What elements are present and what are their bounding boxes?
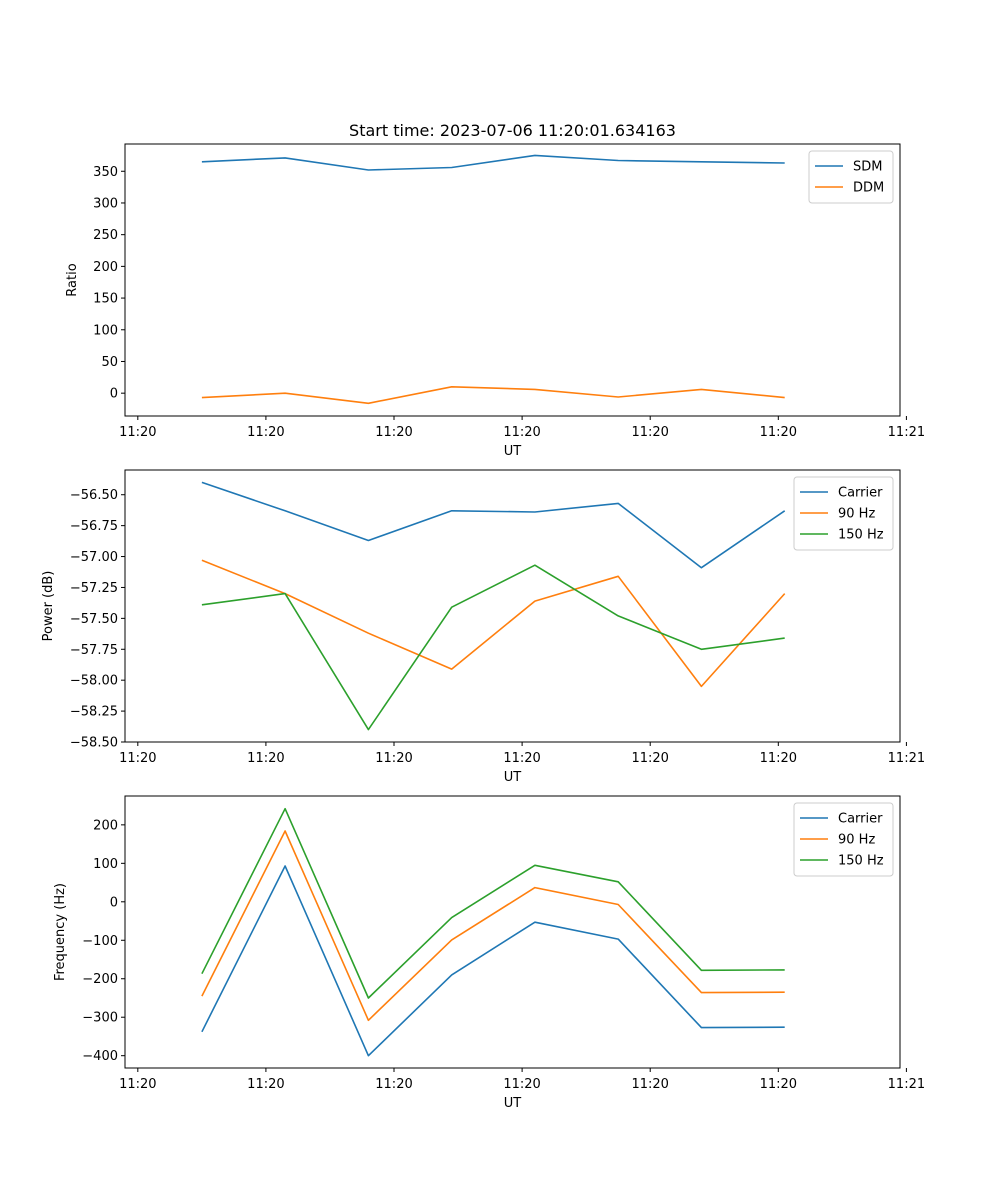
legend-label: DDM	[853, 181, 884, 196]
series-line-carrier	[201, 481, 786, 569]
chart-panel-3: 11:20 11:20 11:20 11:20 11:20 11:20 11:21 −400 −…	[53, 795, 925, 1111]
y-tick-label: 150	[93, 292, 118, 307]
legend-box	[793, 476, 894, 551]
x-tick-label: 11:20	[119, 1077, 156, 1092]
legend-box	[793, 802, 894, 877]
y-tick-label: −57.00	[70, 550, 118, 565]
x-tick-label: 11:20	[119, 751, 156, 766]
legend-label: Carrier	[838, 486, 883, 501]
series-line-ddm	[201, 385, 785, 405]
y-axis-label: Ratio	[65, 263, 80, 296]
y-tick-label: −300	[82, 1011, 118, 1026]
chart-panel-1: Start time: 2023-07-06 11:20:01.634163 11…	[65, 121, 925, 459]
series-line-carrier	[201, 865, 785, 1057]
y-tick-label: −57.25	[70, 581, 118, 596]
x-tick-label: 11:20	[760, 1077, 797, 1092]
y-tick-label: 300	[93, 196, 118, 211]
legend-label: 90 Hz	[838, 507, 875, 522]
y-tick-label: −100	[82, 934, 118, 949]
x-tick-label: 11:20	[503, 425, 540, 440]
x-tick-label: 11:20	[760, 751, 797, 766]
x-tick-label: 11:21	[888, 425, 925, 440]
x-tick-label: 11:20	[375, 1077, 412, 1092]
y-tick-label: 200	[93, 818, 118, 833]
chart-title: Start time: 2023-07-06 11:20:01.634163	[349, 121, 676, 140]
legend: SDM DDM	[808, 150, 894, 204]
y-axis-label: Power (dB)	[41, 571, 56, 642]
series-line-sdm	[201, 154, 785, 171]
y-tick-label: 200	[93, 260, 118, 275]
x-tick-label: 11:20	[247, 1077, 284, 1092]
y-tick-label: −58.00	[70, 674, 118, 689]
y-tick-label: 250	[93, 228, 118, 243]
series-line-150-hz	[201, 807, 785, 999]
x-tick-label: 11:20	[119, 425, 156, 440]
x-tick-label: 11:20	[503, 1077, 540, 1092]
series-line-150-hz	[201, 564, 785, 731]
x-tick-label: 11:21	[888, 1077, 925, 1092]
plot-frame	[124, 469, 901, 743]
y-axis-label: Frequency (Hz)	[53, 883, 68, 981]
y-tick-label: −57.75	[70, 643, 118, 658]
y-tick-label: 0	[110, 387, 118, 402]
x-tick-label: 11:20	[503, 751, 540, 766]
x-tick-label: 11:20	[247, 751, 284, 766]
chart-panel-2: 11:20 11:20 11:20 11:20 11:20 11:20 11:21 −58.5…	[41, 469, 925, 785]
series-line-90-hz	[201, 559, 786, 688]
y-tick-label: −58.50	[70, 736, 118, 751]
y-tick-label: −57.50	[70, 612, 118, 627]
y-tick-label: −200	[82, 972, 118, 987]
x-tick-label: 11:20	[375, 425, 412, 440]
x-tick-label: 11:21	[888, 751, 925, 766]
y-tick-label: −56.75	[70, 519, 118, 534]
series-line-90-hz	[201, 830, 785, 1022]
y-tick-label: 100	[93, 857, 118, 872]
legend-label: 150 Hz	[838, 528, 884, 543]
legend: Carrier 90 Hz 150 Hz	[793, 802, 894, 877]
y-tick-label: 100	[93, 323, 118, 338]
x-axis-label: UT	[504, 1096, 522, 1111]
y-tick-label: 350	[93, 165, 118, 180]
y-tick-label: −400	[82, 1049, 118, 1064]
x-tick-label: 11:20	[631, 751, 668, 766]
y-tick-label: 0	[110, 895, 118, 910]
x-tick-label: 11:20	[760, 425, 797, 440]
x-tick-label: 11:20	[631, 1077, 668, 1092]
y-tick-label: −56.50	[70, 488, 118, 503]
legend-label: Carrier	[838, 812, 883, 827]
legend-label: 90 Hz	[838, 833, 875, 848]
x-axis-label: UT	[504, 444, 522, 459]
legend-label: 150 Hz	[838, 854, 884, 869]
plot-frame	[124, 143, 901, 417]
y-tick-label: 50	[101, 355, 118, 370]
legend-label: SDM	[853, 160, 882, 175]
legend: Carrier 90 Hz 150 Hz	[793, 476, 894, 551]
x-tick-label: 11:20	[375, 751, 412, 766]
y-tick-label: −58.25	[70, 705, 118, 720]
legend-box	[808, 150, 894, 204]
plot-frame	[124, 795, 901, 1069]
x-tick-label: 11:20	[247, 425, 284, 440]
x-axis-label: UT	[504, 770, 522, 785]
x-tick-label: 11:20	[631, 425, 668, 440]
